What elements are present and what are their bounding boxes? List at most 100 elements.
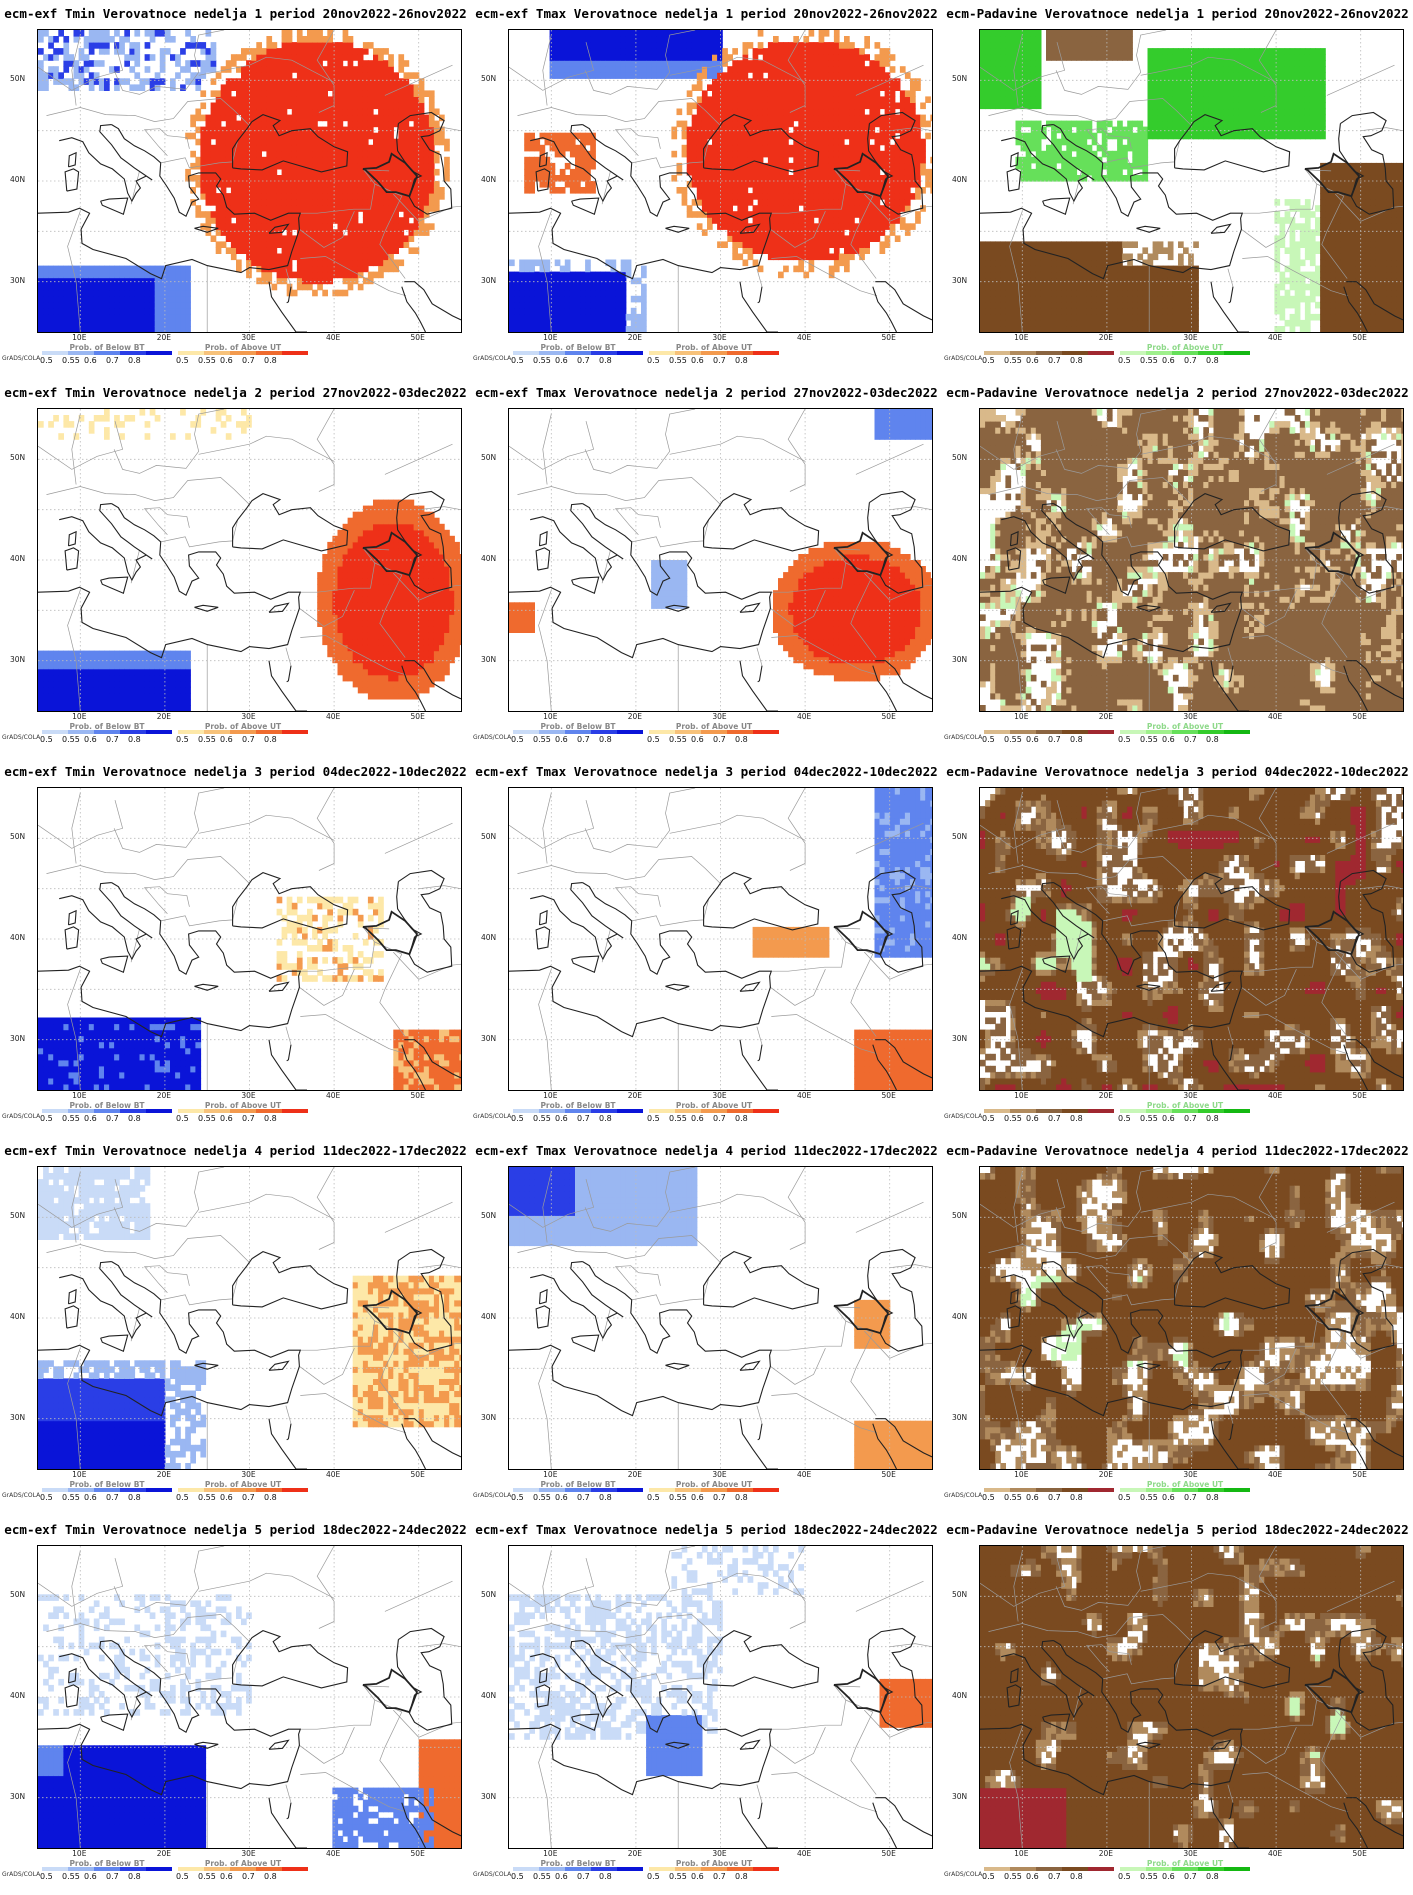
legend-swatch bbox=[513, 351, 539, 355]
legend-swatch bbox=[68, 1867, 94, 1871]
country-borders bbox=[509, 788, 932, 1090]
longitude-label: 10E bbox=[1014, 1091, 1028, 1100]
legend-swatch bbox=[565, 1867, 591, 1871]
color-legend: Prob. of Below BT 0.5 0.55 0.6 0.7 0.8 bbox=[511, 722, 643, 752]
legend-swatch bbox=[1198, 1109, 1224, 1113]
grads-credit: GrADS/COLA bbox=[473, 734, 511, 741]
latitude-label: 30N bbox=[952, 655, 967, 664]
legend-swatch bbox=[984, 1867, 1010, 1871]
legend-swatch bbox=[1036, 1488, 1062, 1492]
legend-swatch bbox=[1172, 730, 1198, 734]
legend-colorbar bbox=[984, 1488, 1114, 1492]
color-legend: Prob. of Below BT 0.5 0.55 0.6 0.7 0.8 bbox=[40, 1859, 172, 1889]
longitude-label: 40E bbox=[1268, 333, 1282, 342]
longitude-label: 10E bbox=[543, 1849, 557, 1858]
color-legend: Prob. of Above UT 0.5 0.55 0.6 0.7 0.8 bbox=[176, 1859, 308, 1889]
longitude-label: 10E bbox=[72, 1091, 86, 1100]
legend-colorbar bbox=[513, 1867, 643, 1871]
latitude-label: 40N bbox=[10, 554, 25, 563]
probability-field bbox=[980, 1546, 1403, 1848]
graticule bbox=[980, 788, 1403, 1090]
panel-title: ecm-Padavine Verovatnoce nedelja 3 perio… bbox=[942, 764, 1413, 779]
longitude-label: 40E bbox=[326, 1849, 340, 1858]
legend-colorbar bbox=[42, 1488, 172, 1492]
legend-swatch bbox=[1120, 1488, 1146, 1492]
legend-swatch bbox=[513, 1109, 539, 1113]
legend-tick: 0.55 bbox=[533, 1114, 551, 1123]
legend-swatch bbox=[1224, 1109, 1250, 1113]
legend-tick: 0.8 bbox=[1206, 1872, 1219, 1881]
longitude-label: 10E bbox=[1014, 333, 1028, 342]
legend-swatch bbox=[230, 351, 256, 355]
legend-swatch bbox=[120, 1867, 146, 1871]
forecast-panel: ecm-exf Tmin Verovatnoce nedelja 3 perio… bbox=[0, 758, 471, 1137]
color-legend: Prob. of Below BT 0.5 0.55 0.6 0.7 0.8 bbox=[511, 1480, 643, 1510]
legend-swatch bbox=[1062, 1867, 1088, 1871]
legend-swatch bbox=[675, 1109, 701, 1113]
legend-tick: 0.6 bbox=[1026, 356, 1039, 365]
legend-tick: 0.6 bbox=[84, 1493, 97, 1502]
legend-tick: 0.7 bbox=[1048, 356, 1061, 365]
longitude-label: 20E bbox=[1099, 1091, 1113, 1100]
legend-swatch bbox=[256, 1109, 282, 1113]
legend-tick: 0.8 bbox=[128, 356, 141, 365]
legend-tick: 0.55 bbox=[533, 735, 551, 744]
legend-tick: 0.6 bbox=[691, 356, 704, 365]
legend-swatch bbox=[68, 1109, 94, 1113]
legend-swatch bbox=[178, 1867, 204, 1871]
legend-tick: 0.7 bbox=[1184, 735, 1197, 744]
latitude-label: 30N bbox=[10, 1034, 25, 1043]
legend-tick: 0.7 bbox=[577, 356, 590, 365]
probability-map bbox=[508, 1166, 933, 1470]
longitude-label: 50E bbox=[411, 1091, 425, 1100]
legend-tick: 0.6 bbox=[220, 1114, 233, 1123]
color-legend: 0.5 0.55 0.6 0.7 0.8 bbox=[982, 722, 1114, 752]
legend-swatch bbox=[1198, 1488, 1224, 1492]
legend-swatch bbox=[256, 351, 282, 355]
legend-tick: 0.7 bbox=[1048, 1114, 1061, 1123]
legend-tick: 0.55 bbox=[1140, 735, 1158, 744]
legend-swatch bbox=[204, 1109, 230, 1113]
longitude-label: 30E bbox=[1183, 1091, 1197, 1100]
legend-title: Prob. of Above UT bbox=[1120, 722, 1250, 731]
forecast-panel: ecm-Padavine Verovatnoce nedelja 2 perio… bbox=[942, 379, 1413, 758]
legend-swatch bbox=[984, 730, 1010, 734]
longitude-label: 50E bbox=[411, 333, 425, 342]
legend-tick: 0.8 bbox=[599, 1493, 612, 1502]
color-legend: Prob. of Above UT 0.5 0.55 0.6 0.7 0.8 bbox=[176, 343, 308, 373]
longitude-label: 30E bbox=[712, 333, 726, 342]
color-legend: Prob. of Above UT 0.5 0.55 0.6 0.7 0.8 bbox=[647, 722, 779, 752]
legend-title: Prob. of Below BT bbox=[513, 722, 643, 731]
legend-colorbar bbox=[178, 730, 308, 734]
legend-swatch bbox=[513, 1488, 539, 1492]
legend-swatch bbox=[539, 1867, 565, 1871]
legend-colorbar bbox=[513, 351, 643, 355]
legend-tick: 0.8 bbox=[735, 1493, 748, 1502]
legend-swatch bbox=[1146, 1109, 1172, 1113]
probability-field bbox=[38, 409, 461, 711]
color-legend: 0.5 0.55 0.6 0.7 0.8 bbox=[982, 1859, 1114, 1889]
probability-map bbox=[979, 1166, 1404, 1470]
legend-tick: 0.5 bbox=[647, 1872, 660, 1881]
legend-swatch bbox=[675, 730, 701, 734]
legend-swatch bbox=[539, 1488, 565, 1492]
probability-field bbox=[509, 1167, 932, 1469]
legend-tick: 0.7 bbox=[1184, 1493, 1197, 1502]
legend-swatch bbox=[565, 730, 591, 734]
forecast-panel: ecm-exf Tmax Verovatnoce nedelja 5 perio… bbox=[471, 1516, 942, 1895]
legend-tick: 0.7 bbox=[106, 1872, 119, 1881]
legend-tick: 0.7 bbox=[577, 1114, 590, 1123]
longitude-label: 40E bbox=[326, 1470, 340, 1479]
longitude-label: 40E bbox=[797, 712, 811, 721]
legend-tick: 0.5 bbox=[982, 1114, 995, 1123]
coastlines bbox=[980, 1248, 1403, 1469]
legend-tick: 0.5 bbox=[176, 735, 189, 744]
coastlines bbox=[509, 1627, 932, 1848]
probability-map bbox=[979, 408, 1404, 712]
legend-tick: 0.7 bbox=[106, 1114, 119, 1123]
legend-tick: 0.55 bbox=[669, 1493, 687, 1502]
legend-colorbar bbox=[984, 351, 1114, 355]
legend-colorbar bbox=[649, 730, 779, 734]
longitude-label: 10E bbox=[543, 1091, 557, 1100]
latitude-label: 30N bbox=[10, 1413, 25, 1422]
